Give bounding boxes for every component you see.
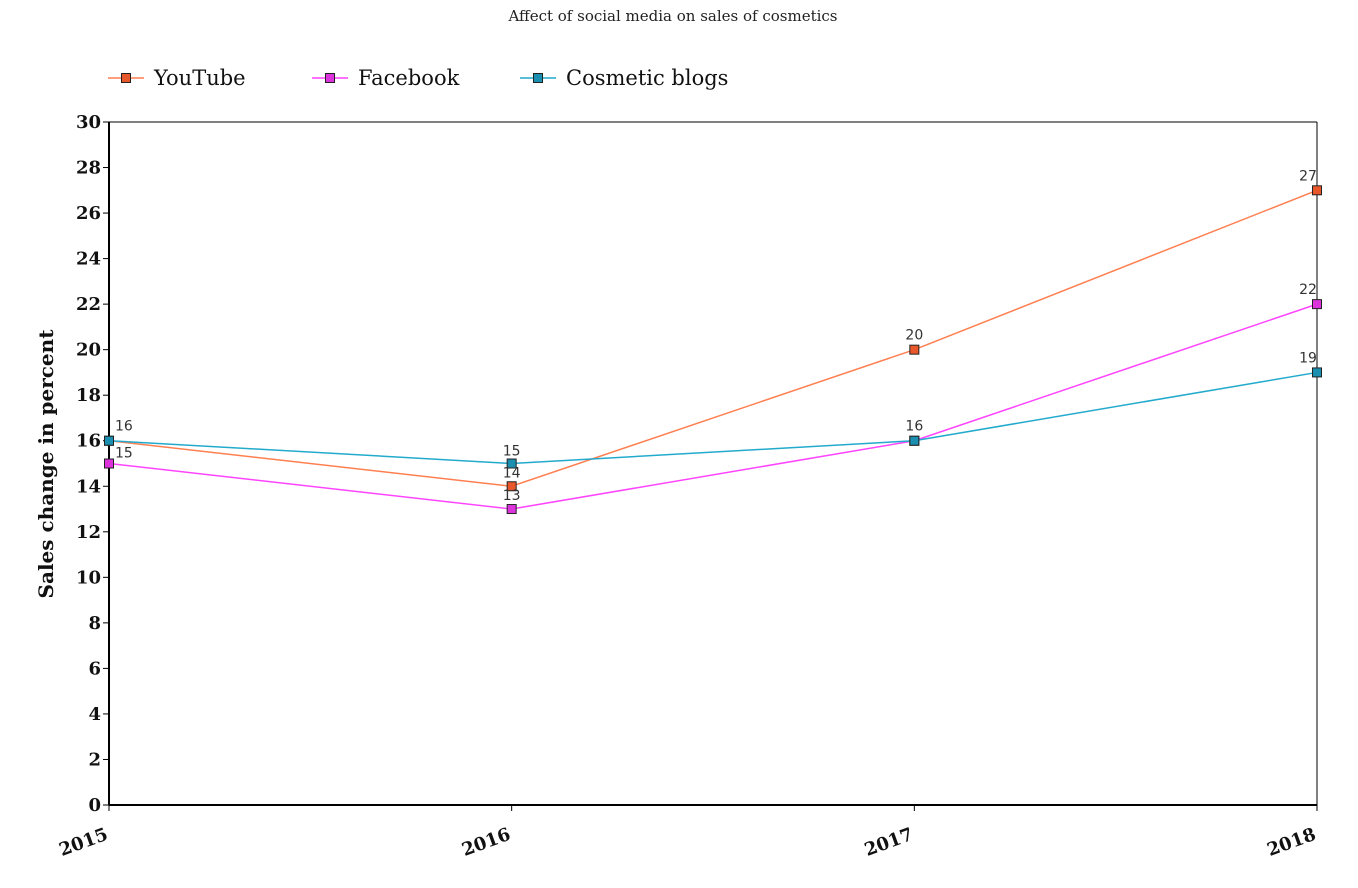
y-axis-label: Sales change in percent [34,329,58,599]
data-point-facebook [506,504,517,515]
data-label: 15 [503,444,521,460]
data-label: 16 [115,419,133,435]
data-point-cosmetic-blogs [104,435,114,446]
y-tick-label: 16 [76,431,101,452]
chart-title: Affect of social media on sales of cosme… [507,7,837,25]
data-point-youtube [506,481,517,492]
y-tick-label: 14 [76,476,101,497]
series-lines [108,189,1318,510]
data-label: 19 [1299,350,1317,366]
y-tick-label: 0 [88,795,101,816]
data-point-youtube [909,344,920,355]
legend-marker [325,73,335,83]
data-label: 13 [503,488,521,504]
axes [108,121,1318,806]
x-tick-label: 2017 [862,824,916,861]
y-tick-label: 26 [76,203,101,224]
data-label: 22 [1299,282,1317,298]
y-tick-label: 24 [76,249,101,270]
data-label: 14 [503,465,521,481]
data-point-facebook [104,458,114,469]
y-tick-label: 10 [76,567,101,588]
y-tick-label: 22 [76,294,101,315]
legend-marker [121,73,131,83]
data-point-facebook [1312,299,1322,310]
y-tick-label: 8 [88,613,101,634]
data-label: 15 [115,446,133,462]
legend-label: Cosmetic blogs [566,66,728,90]
data-point-cosmetic-blogs [909,435,920,446]
legend-marker [533,73,543,83]
series-markers [104,185,1322,515]
data-labels: 16 15 15 14 13 20 16 27 22 19 [115,168,1317,504]
x-tick-label: 2016 [459,824,513,861]
legend-item-youtube: YouTube [108,66,246,90]
legend: YouTube Facebook Cosmetic blogs [108,66,728,90]
legend-item-facebook: Facebook [312,66,460,90]
data-label: 16 [905,419,923,435]
legend-label: YouTube [153,66,246,90]
x-tick-label: 2018 [1264,824,1318,861]
legend-item-cosmetic-blogs: Cosmetic blogs [520,66,728,90]
y-tick-label: 30 [76,112,101,133]
y-tick-label: 20 [76,340,101,361]
y-tick-label: 4 [88,704,101,725]
y-tick-label: 28 [76,158,101,179]
series-line-youtube [108,189,1318,488]
data-point-cosmetic-blogs [1312,367,1322,378]
x-tick-label: 2015 [56,824,110,861]
data-point-cosmetic-blogs [506,458,517,469]
y-tick-label: 18 [76,385,101,406]
series-line-facebook [108,303,1318,510]
y-tick-label: 6 [88,658,101,679]
legend-label: Facebook [358,66,460,90]
data-label: 27 [1299,168,1317,184]
data-label: 20 [905,328,923,344]
x-axis-ticks: 2015 2016 2017 2018 [56,805,1319,861]
y-tick-label: 2 [88,749,101,770]
data-point-youtube [1312,185,1322,196]
series-line-cosmetic-blogs [108,371,1318,465]
y-tick-label: 12 [76,522,101,543]
